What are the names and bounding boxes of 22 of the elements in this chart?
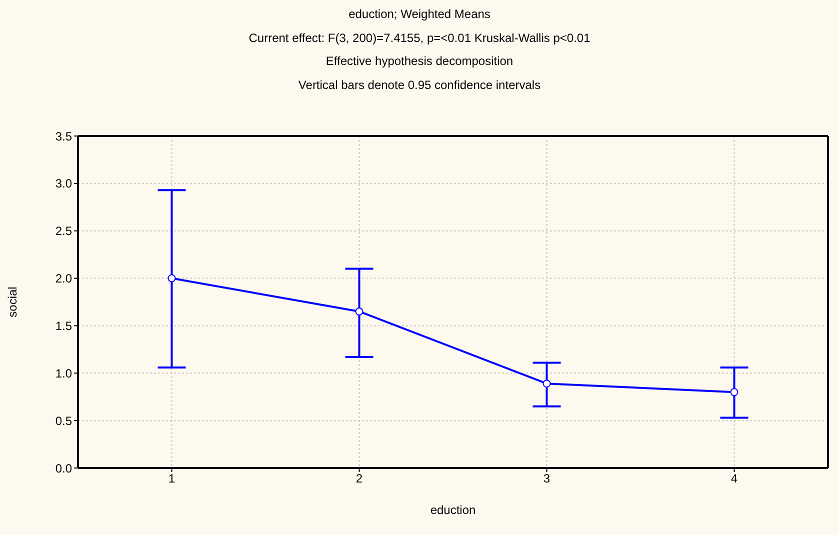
text: Vertical bars denote 0.95 confidence intervals (297, 76, 542, 94)
x-tick-label: 2 (356, 472, 363, 486)
x-axis-title: eduction (430, 503, 476, 517)
y-tick-label: 1.0 (55, 366, 72, 380)
y-tick-label: 0.5 (55, 414, 72, 428)
point (168, 274, 176, 282)
point (355, 307, 364, 316)
point (730, 388, 738, 396)
chart-title: eduction; Weighted Means (348, 6, 492, 23)
chart-subtitle: Current effect: F(3, 200)=7.4155, p=<0.01 Kruskal-Wallis p<0.01 (248, 30, 592, 46)
y-tick-label: 0.0 (55, 461, 72, 476)
y-tick-label: 3.5 (55, 129, 72, 144)
text: Effective hypothesis decomposition (324, 53, 514, 70)
y-tick-label: 2.5 (55, 224, 72, 238)
y-tick-label: 3.0 (55, 176, 72, 191)
point (542, 380, 551, 388)
x-tick-label: 3 (543, 472, 550, 486)
x-tick-label: 1 (168, 472, 176, 486)
y-tick-label: 2.0 (55, 272, 72, 286)
y-tick-label: 1.5 (55, 318, 72, 333)
y-axis-title: social (5, 286, 20, 318)
x-tick-label: 4 (730, 472, 738, 486)
